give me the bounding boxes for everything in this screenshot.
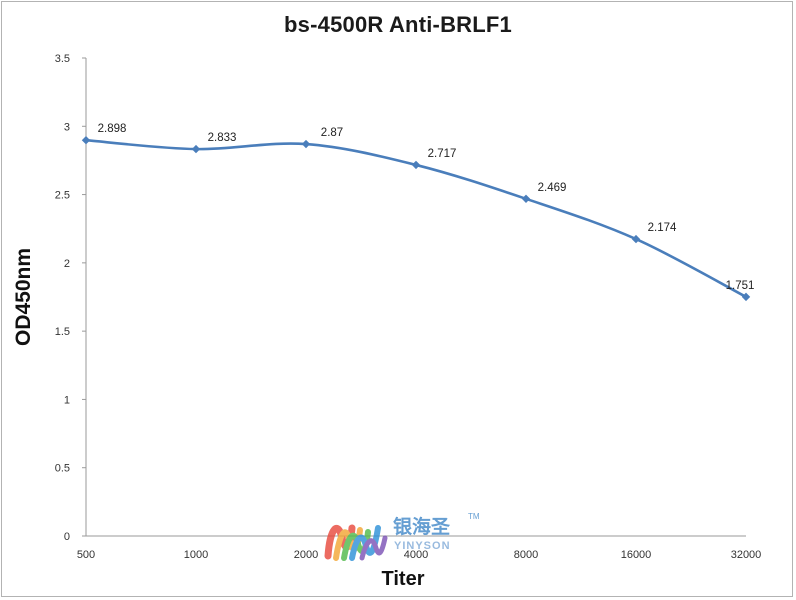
brand-name-cn: 银海圣 bbox=[393, 516, 451, 538]
x-axis-label: Titer bbox=[381, 568, 425, 590]
y-tick-label: 1 bbox=[64, 394, 70, 406]
x-tick-label: 2000 bbox=[294, 549, 318, 561]
x-tick-label: 500 bbox=[77, 549, 95, 561]
x-tick-label: 1000 bbox=[184, 549, 208, 561]
data-labels: 2.898 2.833 2.87 2.717 2.469 2.174 1.751 bbox=[98, 123, 755, 292]
data-point-marker bbox=[411, 160, 421, 170]
data-point-marker bbox=[191, 144, 201, 154]
data-value-label: 2.174 bbox=[648, 222, 677, 234]
data-series bbox=[81, 136, 751, 302]
data-point-marker bbox=[521, 194, 531, 204]
x-tick-label: 16000 bbox=[621, 549, 652, 561]
y-tick-label: 2 bbox=[64, 258, 70, 270]
data-point-marker bbox=[741, 292, 751, 302]
chart-title: bs-4500R Anti-BRLF1 bbox=[284, 12, 512, 37]
y-tick-label: 3.5 bbox=[55, 53, 70, 65]
y-tick-label: 3 bbox=[64, 121, 70, 133]
data-point-marker bbox=[81, 136, 91, 145]
data-value-label: 2.898 bbox=[98, 123, 127, 135]
y-tick-label: 2.5 bbox=[55, 190, 70, 202]
data-value-label: 1.751 bbox=[726, 280, 755, 292]
axes bbox=[82, 57, 746, 537]
logo-stripe-5 bbox=[359, 535, 388, 561]
y-tick-label: 0.5 bbox=[55, 463, 70, 475]
data-value-label: 2.87 bbox=[321, 127, 343, 139]
brand-name-en: YINYSON bbox=[394, 540, 451, 552]
data-value-label: 2.469 bbox=[538, 182, 567, 194]
y-tick-label: 1.5 bbox=[55, 326, 70, 338]
brand-logo-icon bbox=[324, 524, 388, 561]
trademark-mark: TM bbox=[468, 512, 480, 521]
data-point-marker bbox=[631, 234, 641, 244]
x-tick-label: 4000 bbox=[404, 549, 428, 561]
x-tick-label: 32000 bbox=[731, 549, 762, 561]
data-point-marker bbox=[301, 139, 311, 149]
x-tick-label: 8000 bbox=[514, 549, 538, 561]
tick-labels: 0 0.5 1 1.5 2 2.5 3 3.5 500 1000 2000 4000 8000 16000… bbox=[55, 53, 762, 561]
y-tick-label: 0 bbox=[64, 531, 70, 543]
data-value-label: 2.717 bbox=[428, 148, 457, 160]
data-value-label: 2.833 bbox=[208, 132, 237, 144]
brand-watermark: 银海圣 TM YINYSON bbox=[322, 508, 492, 566]
